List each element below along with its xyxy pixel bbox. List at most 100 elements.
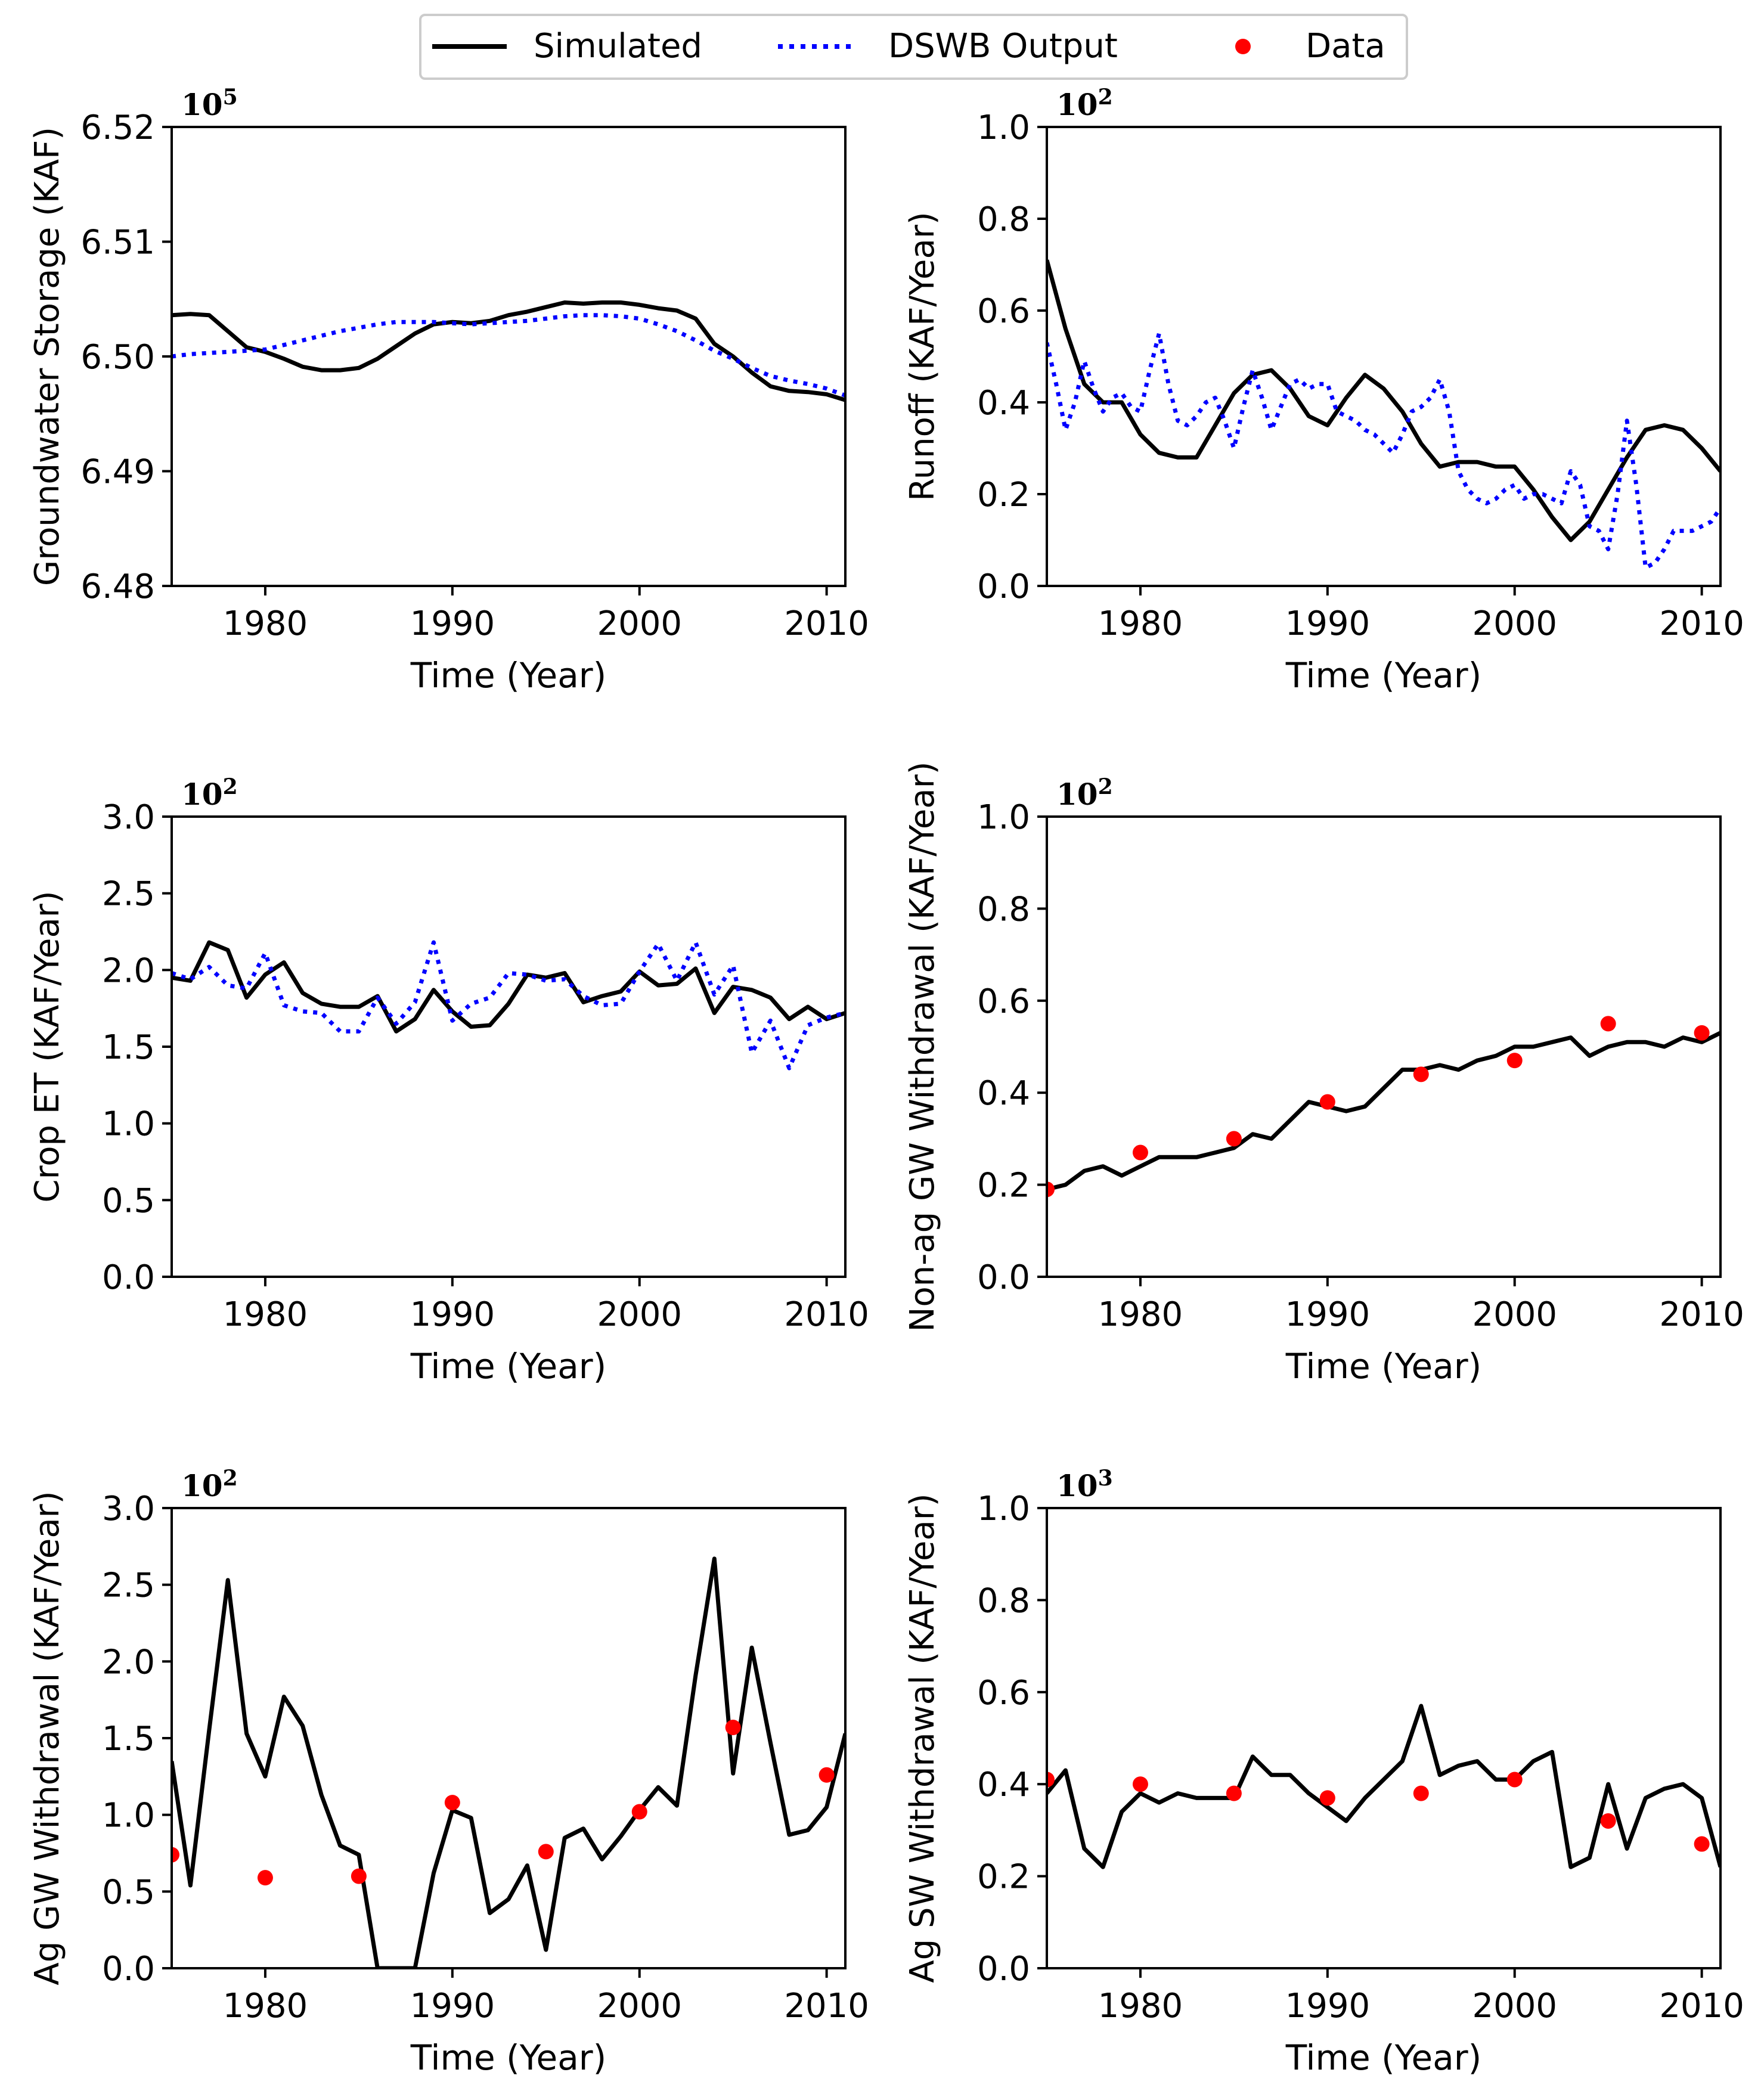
- y-axis-label: Ag GW Withdrawal (KAF/Year): [28, 1491, 67, 1985]
- y-tick-label: 0.4: [977, 1074, 1030, 1113]
- y-tick-label: 2.0: [102, 1643, 155, 1682]
- y-tick-label: 3.0: [102, 798, 155, 837]
- data-point: [351, 1868, 367, 1884]
- legend: Simulated DSWB Output Data: [419, 14, 1408, 80]
- y-tick-label: 1.0: [977, 1490, 1030, 1528]
- plot-area: [172, 940, 845, 1071]
- panel-ag-sw-withdrawal: 1980 1990 2000 2010 0.0 0.2 0.4 0.6 0.8 1.0 Time (…: [903, 1466, 1744, 2078]
- y-tick-label: 0.0: [102, 1258, 155, 1297]
- dswb-output-line: [172, 313, 845, 398]
- x-tick-label: 2010: [784, 1987, 869, 2025]
- axis-multiplier: 102: [1056, 774, 1113, 812]
- y-tick-label: 0.2: [977, 476, 1030, 514]
- y-axis-label: Runoff (KAF/Year): [903, 212, 942, 501]
- data-point: [1319, 1790, 1335, 1806]
- data-point: [1132, 1144, 1148, 1161]
- y-tick-label: 6.48: [80, 567, 155, 606]
- x-tick-label: 2010: [784, 604, 869, 643]
- data-point: [1226, 1785, 1242, 1801]
- x-tick-label: 1980: [1098, 1987, 1183, 2025]
- data-point: [1600, 1016, 1616, 1032]
- y-tick-label: 2.0: [102, 951, 155, 990]
- y-tick-label: 0.0: [102, 1950, 155, 1988]
- axes-frame: [1046, 1507, 1722, 1969]
- plot-area: [1047, 259, 1720, 570]
- y-tick-label: 0.6: [977, 1674, 1030, 1713]
- y-tick-label: 6.49: [80, 453, 155, 492]
- data-point: [1047, 1181, 1055, 1198]
- legend-dswb-label: DSWB Output: [888, 27, 1118, 66]
- y-axis-label: Crop ET (KAF/Year): [28, 891, 67, 1202]
- y-tick-label: 1.0: [977, 108, 1030, 147]
- simulated-line: [1047, 1031, 1720, 1192]
- panels: 1980 1990 2000 2010 6.48 6.49 6.50 6.51 6.52 Time…: [28, 85, 1744, 2078]
- data-point: [257, 1870, 273, 1886]
- x-axis-label: Time (Year): [410, 655, 606, 696]
- data-point: [1047, 1772, 1055, 1788]
- plot-area: [172, 1556, 845, 1968]
- x-tick-label: 1980: [223, 1295, 308, 1334]
- data-point: [1226, 1131, 1242, 1147]
- x-tick-label: 1980: [1098, 1295, 1183, 1334]
- x-tick-label: 1980: [223, 1987, 308, 2025]
- x-tick-label: 2010: [784, 1295, 869, 1334]
- x-tick-label: 1990: [1285, 1295, 1371, 1334]
- legend-data-label: Data: [1306, 27, 1385, 66]
- dswb-output-line: [172, 940, 845, 1071]
- x-tick-label: 2010: [1659, 604, 1744, 643]
- y-tick-label: 0.5: [102, 1181, 155, 1220]
- y-axis-label: Non-ag GW Withdrawal (KAF/Year): [903, 762, 942, 1332]
- y-tick-label: 0.8: [977, 890, 1030, 929]
- x-tick-label: 2000: [597, 604, 682, 643]
- y-tick-label: 2.5: [102, 875, 155, 914]
- x-axis-label: Time (Year): [410, 2037, 606, 2078]
- y-tick-label: 0.2: [977, 1167, 1030, 1205]
- data-point: [631, 1804, 647, 1820]
- x-tick-label: 1990: [1285, 1987, 1371, 2025]
- x-tick-label: 2000: [1472, 604, 1557, 643]
- data-point: [1132, 1776, 1148, 1792]
- panel-ag-gw-withdrawal: 1980 1990 2000 2010 0.0 0.5 1.0 1.5 2.0 2.5 3.0 Tim…: [28, 1466, 869, 2078]
- x-tick-label: 2000: [597, 1295, 682, 1334]
- y-tick-label: 1.0: [102, 1105, 155, 1144]
- axis-multiplier: 102: [181, 1466, 238, 1503]
- data-point: [725, 1719, 741, 1735]
- data-point: [1413, 1066, 1429, 1082]
- panel-runoff: 1980 1990 2000 2010 0.0 0.2 0.4 0.6 0.8 1.0 Time (…: [903, 85, 1744, 696]
- simulated-line: [172, 1556, 845, 1968]
- y-axis-label: Groundwater Storage (KAF): [28, 127, 67, 586]
- y-tick-label: 0.6: [977, 292, 1030, 331]
- y-tick-label: 6.51: [80, 224, 155, 262]
- data-point: [1506, 1053, 1523, 1069]
- x-tick-label: 1990: [1285, 604, 1371, 643]
- axis-multiplier: 103: [1056, 1466, 1113, 1503]
- axis-multiplier: 102: [1056, 85, 1113, 122]
- x-axis-label: Time (Year): [410, 1346, 606, 1386]
- x-axis-label: Time (Year): [1285, 1346, 1481, 1386]
- y-tick-label: 3.0: [102, 1490, 155, 1528]
- x-axis-label: Time (Year): [1285, 655, 1481, 696]
- y-tick-label: 0.8: [977, 1581, 1030, 1620]
- axis-multiplier: 105: [181, 85, 238, 122]
- y-tick-label: 0.6: [977, 982, 1030, 1021]
- axes-frame: [1046, 126, 1722, 587]
- plot-area: [1047, 1016, 1720, 1198]
- y-axis-label: Ag SW Withdrawal (KAF/Year): [903, 1493, 942, 1983]
- y-tick-label: 0.2: [977, 1858, 1030, 1897]
- y-tick-label: 0.5: [102, 1873, 155, 1912]
- simulated-line: [172, 940, 845, 1034]
- data-point: [1694, 1025, 1710, 1041]
- simulated-line: [1047, 259, 1720, 542]
- x-axis-label: Time (Year): [1285, 2037, 1481, 2078]
- data-point: [1506, 1772, 1523, 1788]
- panel-non-ag-gw-withdrawal: 1980 1990 2000 2010 0.0 0.2 0.4 0.6 0.8 1.0 Time (…: [903, 762, 1744, 1386]
- x-tick-label: 1990: [410, 604, 495, 643]
- y-tick-label: 0.4: [977, 384, 1030, 423]
- y-tick-label: 0.8: [977, 200, 1030, 239]
- panel-crop-et: 1980 1990 2000 2010 0.0 0.5 1.0 1.5 2.0 2.5 3.0 Tim…: [28, 774, 869, 1386]
- data-point: [1694, 1836, 1710, 1852]
- y-tick-label: 1.0: [102, 1797, 155, 1835]
- x-tick-label: 2000: [597, 1987, 682, 2025]
- y-tick-label: 0.4: [977, 1766, 1030, 1804]
